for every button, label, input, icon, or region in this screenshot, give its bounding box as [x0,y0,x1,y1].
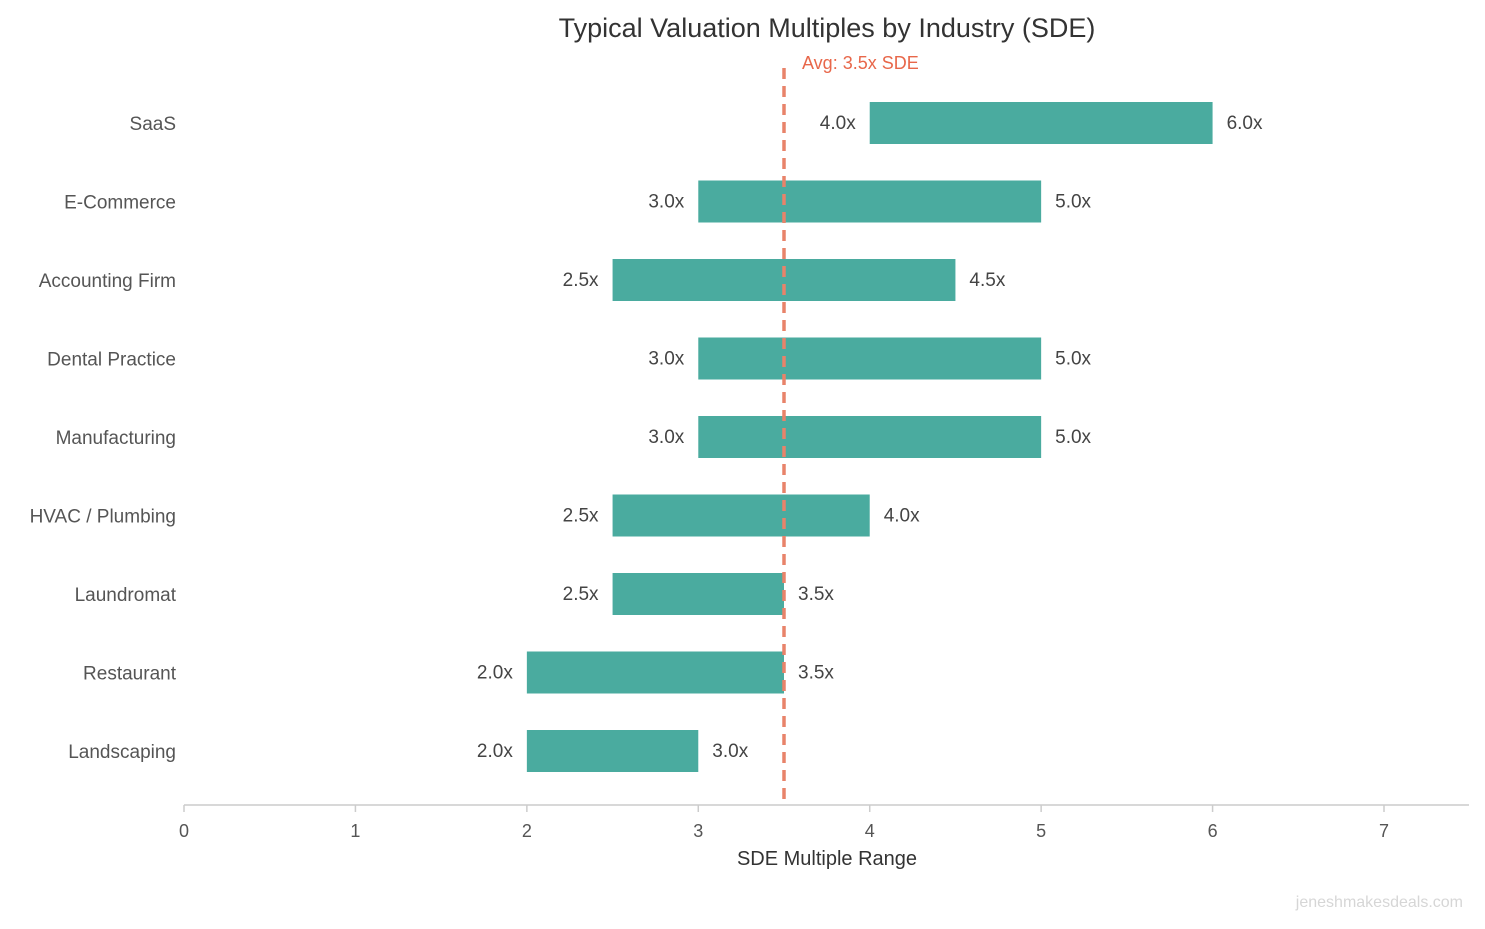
low-value-label: 3.0x [648,427,684,448]
low-value-label: 2.0x [477,663,513,684]
high-value-label: 6.0x [1227,113,1263,134]
x-tick-label: 2 [522,821,532,841]
range-bar [698,180,1042,223]
high-value-label: 5.0x [1055,192,1091,213]
high-value-label: 4.5x [969,270,1005,291]
high-value-label: 4.0x [884,506,920,527]
high-value-label: 5.0x [1055,427,1091,448]
high-value-label: 3.5x [798,584,834,605]
x-tick-label: 0 [179,821,189,841]
x-tick-label: 6 [1208,821,1218,841]
category-label: Landscaping [68,742,176,763]
range-bar [526,730,699,772]
category-label: Restaurant [83,664,177,685]
high-value-label: 5.0x [1055,349,1091,370]
low-value-label: 2.5x [563,506,599,527]
low-value-label: 4.0x [820,113,856,134]
chart-title: Typical Valuation Multiples by Industry … [559,13,1096,43]
x-tick-label: 4 [865,821,875,841]
range-bar [612,573,784,615]
category-label: Dental Practice [47,350,176,371]
watermark: jeneshmakesdeals.com [1295,894,1463,911]
low-value-label: 2.0x [477,741,513,762]
low-value-label: 3.0x [648,349,684,370]
range-bar [869,102,1213,144]
low-value-label: 2.5x [563,270,599,291]
category-label: Accounting Firm [39,271,176,292]
low-value-label: 3.0x [648,192,684,213]
average-reference-label: Avg: 3.5x SDE [802,53,919,73]
low-value-label: 2.5x [563,584,599,605]
category-label: HVAC / Plumbing [30,507,176,528]
high-value-label: 3.0x [712,741,748,762]
range-bar [698,416,1042,458]
range-bar [698,337,1042,380]
category-label: SaaS [130,114,176,135]
x-tick-label: 3 [693,821,703,841]
x-tick-label: 5 [1036,821,1046,841]
range-bar [612,494,870,537]
x-axis-label: SDE Multiple Range [737,848,917,870]
range-bar [526,651,784,694]
x-tick-label: 7 [1379,821,1389,841]
category-label: Manufacturing [56,428,176,449]
category-label: Laundromat [75,585,177,606]
category-label: E-Commerce [64,193,176,214]
high-value-label: 3.5x [798,663,834,684]
x-tick-label: 1 [350,821,360,841]
